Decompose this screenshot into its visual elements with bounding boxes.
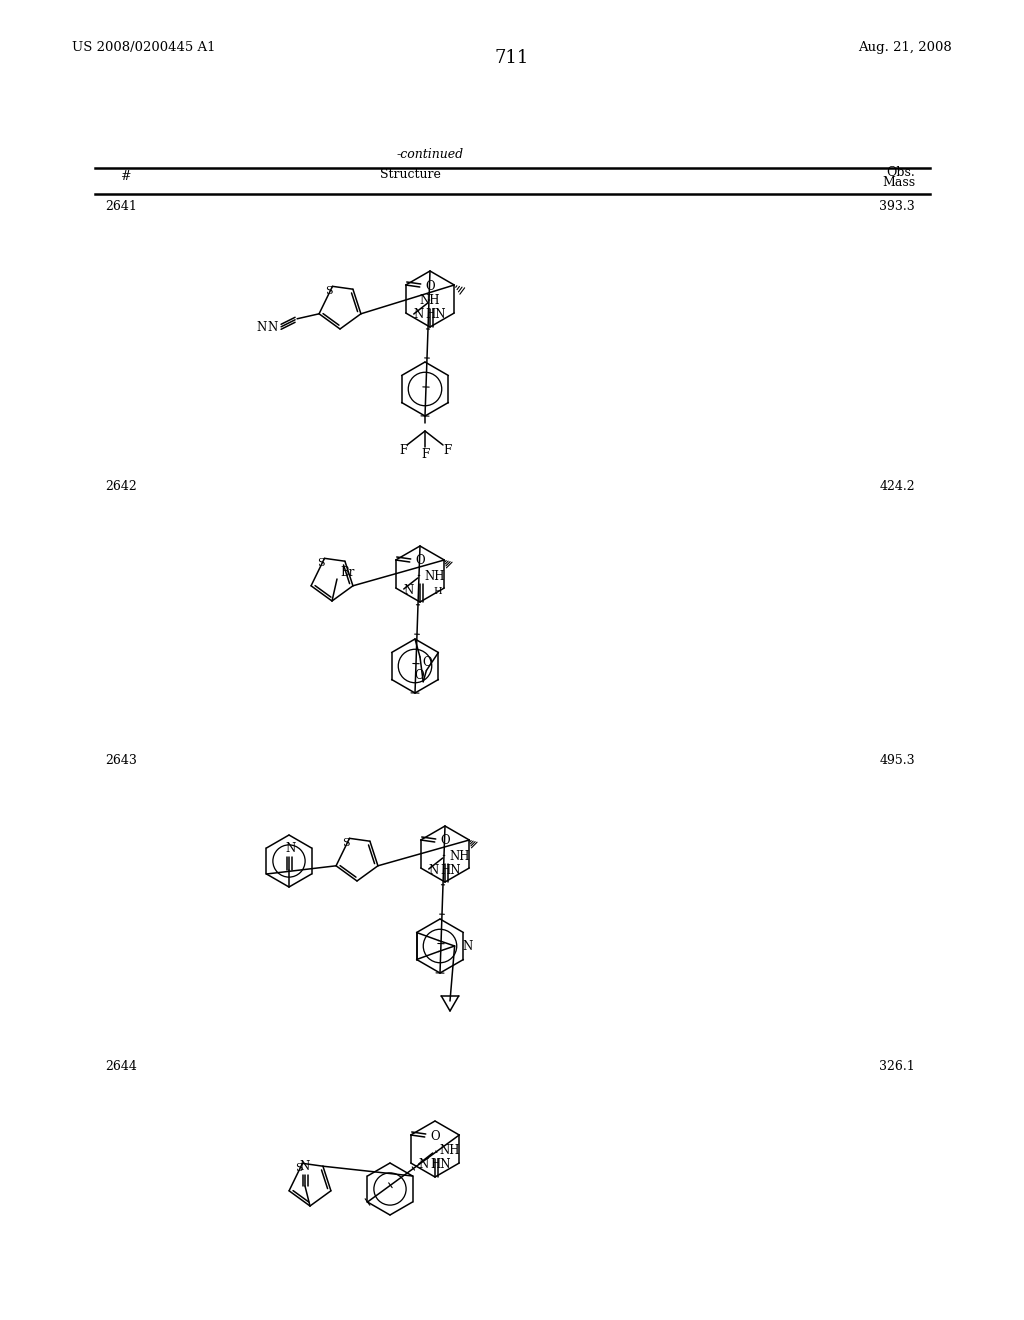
Text: F: F (421, 449, 429, 462)
Text: O: O (416, 554, 425, 568)
Text: 495.3: 495.3 (880, 755, 915, 767)
Text: NH: NH (424, 569, 444, 582)
Text: N: N (419, 1159, 429, 1172)
Text: O: O (422, 656, 432, 668)
Text: HN: HN (440, 863, 461, 876)
Text: N: N (403, 583, 414, 597)
Text: NH: NH (439, 1144, 460, 1158)
Text: 2641: 2641 (105, 199, 137, 213)
Text: S: S (295, 1163, 302, 1173)
Text: S: S (316, 558, 325, 569)
Text: 424.2: 424.2 (880, 479, 915, 492)
Text: Obs.: Obs. (886, 166, 915, 180)
Text: Aug. 21, 2008: Aug. 21, 2008 (858, 41, 952, 54)
Text: N: N (267, 321, 278, 334)
Text: Mass: Mass (882, 177, 915, 190)
Text: N: N (414, 309, 424, 322)
Text: 2643: 2643 (105, 755, 137, 767)
Text: 326.1: 326.1 (880, 1060, 915, 1072)
Text: Br: Br (340, 566, 354, 579)
Text: Structure: Structure (380, 169, 440, 181)
Text: O: O (415, 669, 424, 682)
Text: O: O (431, 1130, 440, 1143)
Text: N: N (463, 940, 473, 953)
Text: F: F (442, 445, 452, 458)
Text: 2642: 2642 (105, 479, 137, 492)
Text: N: N (300, 1159, 310, 1172)
Text: HN: HN (426, 309, 446, 322)
Text: S: S (342, 838, 349, 849)
Text: O: O (426, 280, 435, 293)
Text: 711: 711 (495, 49, 529, 67)
Text: F: F (399, 445, 408, 458)
Text: H: H (433, 587, 442, 597)
Text: -continued: -continued (396, 148, 464, 161)
Text: 2644: 2644 (105, 1060, 137, 1072)
Text: #: # (120, 169, 130, 182)
Text: N: N (286, 842, 296, 854)
Text: N: N (429, 863, 439, 876)
Text: US 2008/0200445 A1: US 2008/0200445 A1 (72, 41, 215, 54)
Text: HN: HN (431, 1159, 452, 1172)
Text: NH: NH (449, 850, 469, 862)
Text: O: O (440, 834, 451, 847)
Text: 393.3: 393.3 (880, 199, 915, 213)
Text: N: N (257, 321, 267, 334)
Text: NH: NH (420, 294, 440, 308)
Text: S: S (325, 286, 333, 296)
